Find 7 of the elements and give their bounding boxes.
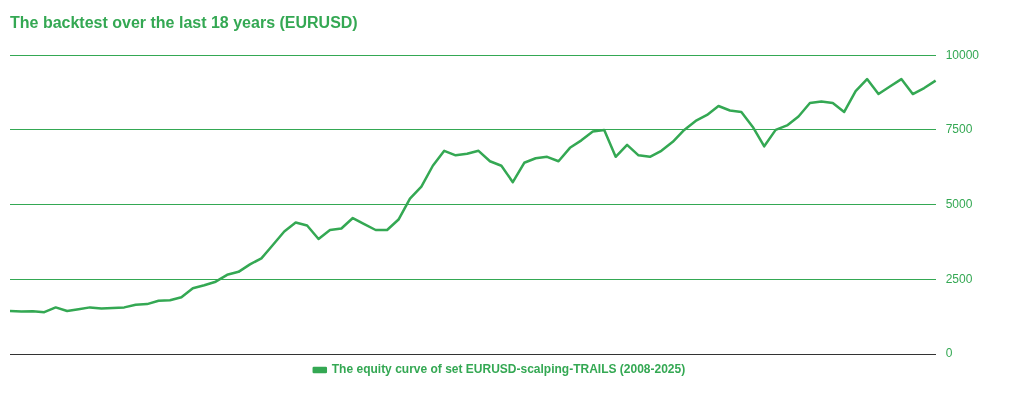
y-tick-label: 5000 — [945, 196, 973, 211]
y-tick-label: 10000 — [945, 47, 980, 62]
y-tick-label: 0 — [945, 346, 953, 361]
legend-label: The equity curve of set EURUSD-scalping-TRAILS (2008-2025) — [331, 362, 686, 377]
chart-title: The backtest over the last 18 years (EURUSD) — [10, 14, 358, 32]
y-tick-label: 2500 — [945, 271, 973, 286]
y-tick-label: 7500 — [945, 122, 973, 137]
